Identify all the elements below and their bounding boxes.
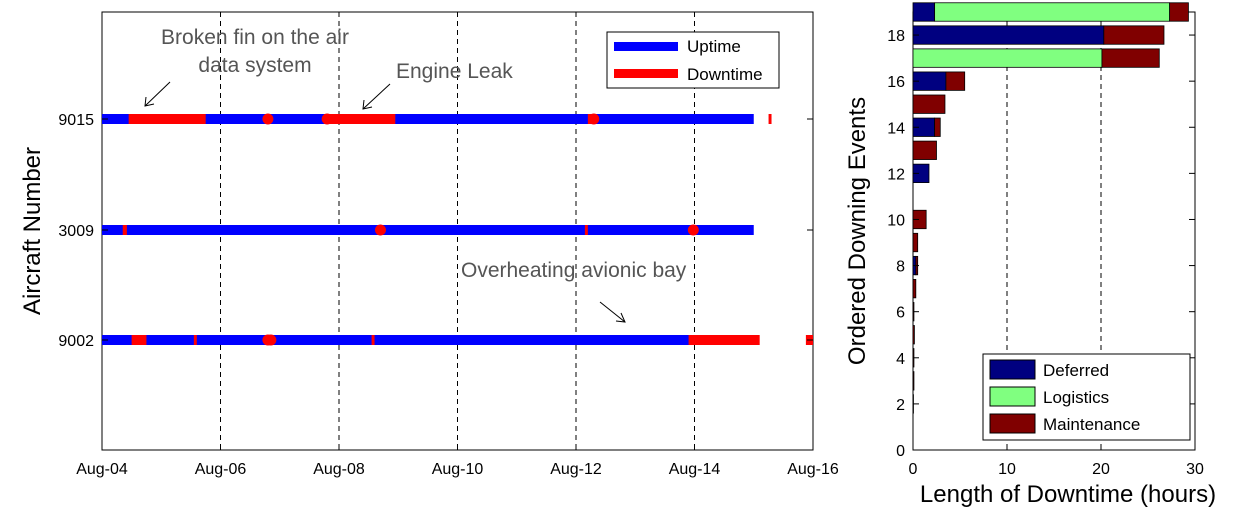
downtime-point [321, 113, 333, 125]
bar-segment-maintenance [912, 232, 919, 253]
annotation-arrowhead [144, 96, 155, 107]
bar-y-tick-label: 8 [896, 259, 905, 276]
bar-y-tick-label: 16 [887, 74, 905, 91]
bar-segment-logistics [912, 48, 1103, 68]
annotation-broken-fin: Broken fin on the air data system [144, 26, 349, 107]
downtime-point [588, 113, 600, 125]
bar-segment-maintenance [1169, 2, 1189, 22]
timeline-y-ticks: 9015 3009 9002 [58, 112, 813, 350]
downtime-point [687, 224, 699, 236]
annotation-broken-fin-line1: Broken fin on the air [161, 26, 349, 49]
downtime-bar [128, 114, 206, 124]
timeline-x-tick-label: Aug-16 [787, 461, 839, 478]
annotation-engine-leak-text: Engine Leak [396, 60, 513, 83]
legend-label-downtime: Downtime [687, 65, 763, 84]
timeline-x-tick-label: Aug-14 [669, 461, 721, 478]
bar-legend: Deferred Logistics Maintenance [982, 353, 1191, 441]
downtime-point [262, 113, 274, 125]
downtime-bar [193, 335, 197, 345]
annotation-arrow [144, 81, 171, 107]
downtime-bar [324, 114, 396, 124]
timeline-x-tick-label: Aug-12 [550, 461, 602, 478]
bar-segment-deferred [912, 2, 936, 22]
timeline-chart: Aug-04 Aug-06 Aug-08 Aug-10 Aug-12 Aug-14 Aug-… [19, 11, 839, 478]
bar-segment-maintenance [945, 71, 966, 91]
downtime-bar [131, 335, 147, 345]
timeline-bars [102, 113, 813, 346]
bar-gridlines [1006, 12, 1102, 450]
timeline-x-ticks: Aug-04 Aug-06 Aug-08 Aug-10 Aug-12 Aug-14 Aug-… [76, 444, 839, 478]
bar-x-axis-label: Length of Downtime (hours) [920, 481, 1216, 508]
bar-segment-maintenance [912, 140, 937, 160]
legend-label-maintenance: Maintenance [1043, 415, 1140, 434]
bar-y-ticks: 0 2 4 6 8 10 12 14 16 18 [887, 28, 1195, 460]
annotation-overheating-text: Overheating avionic bay [461, 259, 687, 282]
bar-y-tick-label: 12 [887, 166, 905, 183]
bar-y-tick-label: 2 [896, 397, 905, 414]
bar-segment-maintenance [912, 279, 917, 299]
timeline-y-axis-label: Aircraft Number [19, 147, 46, 315]
legend-label-logistics: Logistics [1043, 388, 1109, 407]
annotation-arrow [362, 83, 391, 110]
bar-x-tick-label: 20 [1092, 461, 1110, 478]
timeline-legend: Uptime Downtime [606, 31, 780, 89]
downtime-point [374, 224, 386, 236]
timeline-x-tick-label: Aug-06 [195, 461, 247, 478]
bar-y-tick-label: 0 [896, 443, 905, 460]
legend-swatch-deferred [989, 359, 1036, 380]
annotation-overheating: Overheating avionic bay [461, 259, 687, 323]
bar-y-tick-label: 6 [896, 305, 905, 322]
uptime-bar [102, 335, 754, 345]
bar-segment-maintenance [1103, 25, 1165, 45]
downtime-bar [371, 335, 375, 345]
uptime-bar [102, 225, 754, 235]
timeline-y-tick-label: 3009 [58, 223, 94, 240]
downtime-bar [584, 225, 588, 235]
legend-label-deferred: Deferred [1043, 361, 1109, 380]
legend-swatch-logistics [989, 386, 1036, 407]
bar-segment-deferred [912, 25, 1105, 45]
bar-y-tick-label: 4 [896, 351, 905, 368]
downtime-bar [122, 225, 127, 235]
annotation-broken-fin-line2: data system [198, 54, 311, 77]
annotation-arrow [599, 301, 626, 323]
bar-x-tick-label: 0 [909, 461, 918, 478]
bar-segment-logistics [934, 2, 1171, 22]
bar-segment-maintenance [934, 117, 941, 137]
legend-swatch-maintenance [989, 413, 1036, 434]
annotation-arrowhead [362, 99, 373, 110]
timeline-y-tick-label: 9002 [58, 333, 94, 350]
bar-x-ticks: 0 10 20 30 [909, 444, 1204, 478]
bar-x-tick-label: 30 [1186, 461, 1204, 478]
bar-segment-maintenance [1101, 48, 1160, 68]
legend-label-uptime: Uptime [687, 37, 741, 56]
bar-segment-maintenance [912, 325, 915, 345]
bar-segment-maintenance [912, 371, 915, 391]
timeline-legend-box [606, 31, 780, 89]
legend-swatch-uptime [614, 42, 678, 51]
bar-y-tick-label: 10 [887, 212, 905, 229]
downtime-point [265, 334, 277, 346]
bar-y-tick-label: 18 [887, 28, 905, 45]
bar-series [912, 2, 1189, 414]
timeline-x-tick-label: Aug-08 [313, 461, 365, 478]
uptime-bar [102, 114, 754, 124]
timeline-x-tick-label: Aug-04 [76, 461, 128, 478]
annotation-arrowhead [615, 312, 626, 323]
bar-y-tick-label: 14 [887, 120, 905, 137]
timeline-y-tick-label: 9015 [58, 112, 94, 129]
downtime-bar [688, 335, 760, 345]
annotation-engine-leak: Engine Leak [362, 60, 513, 110]
bar-segment-maintenance [912, 94, 946, 114]
timeline-x-tick-label: Aug-10 [432, 461, 484, 478]
downtime-bar [768, 114, 772, 124]
legend-swatch-downtime [614, 69, 678, 78]
bar-x-tick-label: 10 [998, 461, 1016, 478]
bar-y-axis-label: Ordered Downing Events [844, 97, 871, 365]
downtime-bar-chart: 0 10 20 30 0 2 4 6 8 10 12 14 16 18 Length of Downti… [844, 2, 1216, 508]
